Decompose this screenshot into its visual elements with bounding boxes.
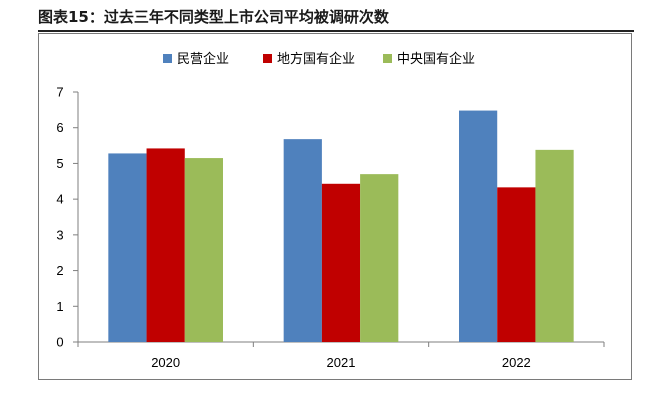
chart-frame [38,33,632,380]
bar-2021-2 [321,183,361,342]
title-rule [38,30,634,32]
bar-2022-3 [535,149,574,342]
x-axis: 2020 2021 2022 [77,341,605,370]
y-tick-label: 5 [56,156,63,171]
bar-2020-3 [184,158,224,342]
y-tick-label: 1 [56,299,63,314]
bar-2020-1 [108,153,147,342]
y-tick-label: 6 [56,120,63,135]
bar-2020-2 [146,148,185,342]
bar-2021-1 [283,139,322,342]
legend-label: 地方国有企业 [277,51,355,67]
legend-swatch [263,54,272,63]
y-tick-label: 4 [56,192,63,207]
x-tick-label: 2020 [151,355,180,370]
bar-2022-1 [458,110,498,342]
legend-label: 中央国有企业 [397,51,475,67]
y-tick-label: 3 [56,227,63,242]
legend-label: 民营企业 [177,51,229,67]
bars [108,110,574,342]
figure-title: 图表15：过去三年不同类型上市公司平均被调研次数 [38,8,389,26]
y-tick-label: 0 [56,335,63,350]
y-tick-label: 7 [56,85,63,100]
x-tick-label: 2022 [502,355,531,370]
legend-swatch [163,54,172,63]
y-tick-label: 2 [56,263,63,278]
legend-swatch [383,54,392,63]
legend: 民营企业 地方国有企业 中央国有企业 [163,51,475,67]
y-axis: 0 1 2 3 4 5 6 7 [56,85,79,350]
bar-2022-2 [497,187,536,342]
bar-2021-3 [360,174,399,342]
x-tick-label: 2021 [327,355,356,370]
